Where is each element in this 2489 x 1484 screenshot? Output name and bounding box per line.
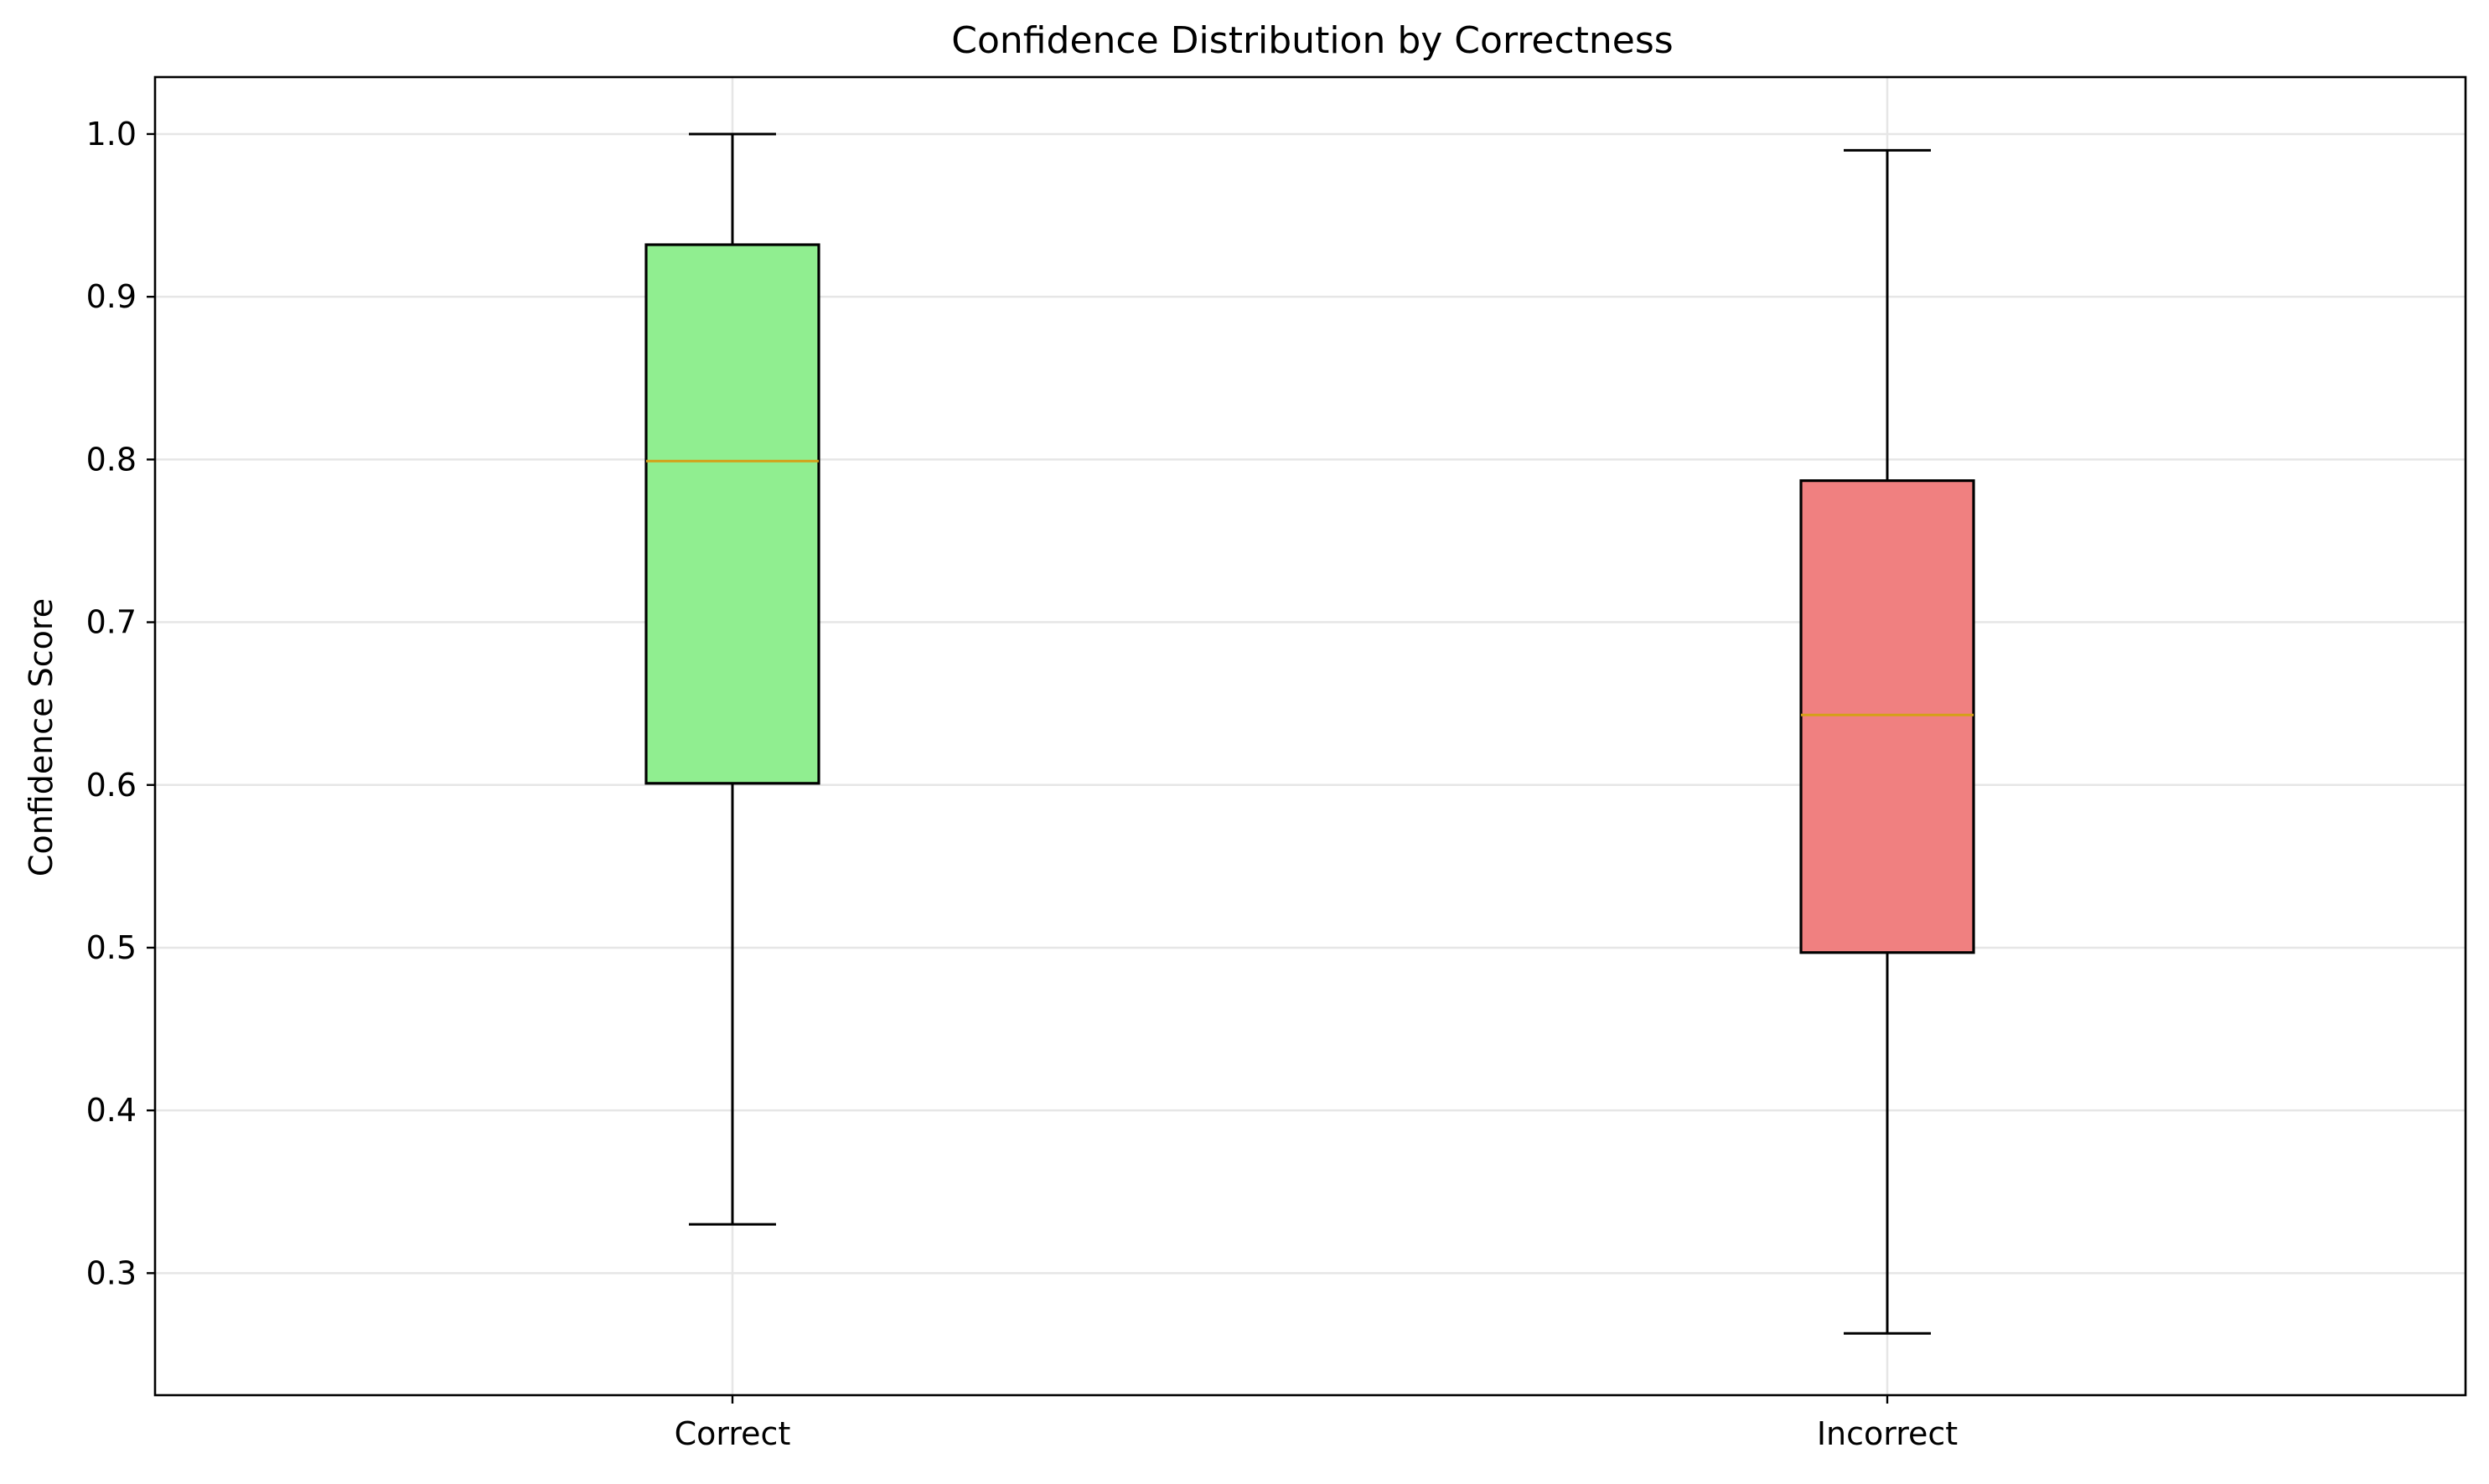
y-tick-label: 0.9	[86, 278, 137, 315]
y-tick-label: 0.3	[86, 1254, 137, 1291]
y-tick-label: 0.8	[86, 441, 137, 478]
y-axis-label: Confidence Score	[23, 598, 60, 876]
y-tick-label: 0.4	[86, 1092, 137, 1129]
y-tick-label: 0.7	[86, 604, 137, 641]
y-tick-label: 0.5	[86, 929, 137, 966]
x-tick-label: Incorrect	[1817, 1415, 1958, 1452]
y-tick-label: 1.0	[86, 116, 137, 153]
grid-layer	[155, 77, 2466, 1395]
correct-box	[644, 243, 820, 785]
incorrect-box	[1799, 479, 1975, 954]
plot-frame	[153, 75, 2467, 1397]
box-layer	[644, 132, 1975, 1335]
y-tick-label: 0.6	[86, 767, 137, 804]
chart-title: Confidence Distribution by Correctness	[951, 19, 1673, 62]
tick-layer: 0.3 0.4 0.5 0.6 0.7 0.8 0.9 1.0 Correct Incorrect	[86, 116, 1959, 1452]
x-tick-label: Correct	[675, 1415, 791, 1452]
